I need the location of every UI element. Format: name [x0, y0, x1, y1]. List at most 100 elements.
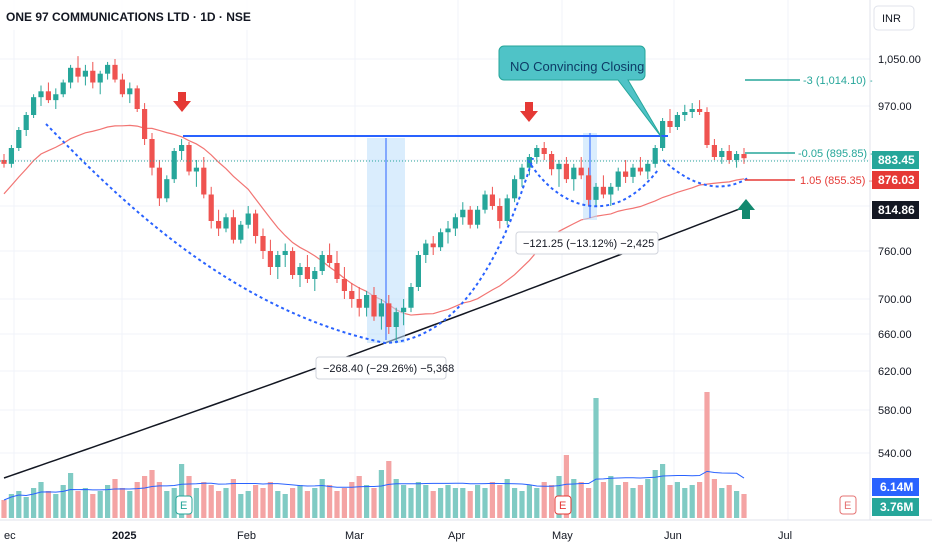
- volume-bar: [327, 485, 333, 518]
- candle-body: [689, 109, 695, 112]
- candle-body: [334, 263, 340, 279]
- volume-bar: [31, 488, 37, 518]
- volume-bar: [667, 485, 673, 518]
- volume-bar: [364, 485, 370, 518]
- candle-body: [90, 70, 96, 83]
- currency-button[interactable]: INR: [873, 5, 915, 31]
- candle-body: [541, 148, 547, 154]
- volume-bar: [615, 485, 621, 518]
- candle-body: [260, 236, 266, 251]
- volume-bar: [386, 461, 392, 518]
- volume-bar: [438, 488, 444, 518]
- candle-body: [53, 94, 59, 101]
- volume-bar: [563, 455, 569, 518]
- volume-bar: [401, 485, 407, 518]
- volume-bar: [253, 485, 259, 518]
- candle-body: [149, 139, 155, 168]
- volume-bar: [719, 488, 725, 518]
- candle-body: [578, 167, 584, 176]
- volume-bar: [275, 491, 281, 518]
- candles: [1, 56, 747, 344]
- candle-body: [423, 243, 429, 255]
- candle-body: [386, 303, 392, 327]
- earnings-badge-3[interactable]: E: [839, 495, 857, 515]
- candle-body: [452, 217, 458, 229]
- volume-bar: [445, 485, 451, 518]
- earnings-badge-1[interactable]: E: [175, 495, 193, 515]
- volume-bar: [1, 500, 7, 518]
- y-tick-label: 700.00: [878, 294, 912, 306]
- candle-body: [45, 91, 51, 101]
- volume-bar: [134, 482, 140, 518]
- price-badge-last: 883.45: [872, 151, 919, 169]
- candle-body: [253, 213, 259, 236]
- svg-text:E: E: [844, 500, 851, 512]
- candle-body: [223, 217, 229, 229]
- candle-body: [741, 154, 747, 159]
- handle-curve-1: [527, 159, 659, 208]
- candle-body: [415, 255, 421, 287]
- volume-bar: [586, 488, 592, 518]
- volume-bar: [90, 494, 96, 518]
- x-tick-label: 2025: [112, 530, 136, 542]
- volume-bar: [53, 494, 59, 518]
- candle-body: [393, 312, 399, 327]
- candle-body: [97, 73, 103, 83]
- price-axis[interactable]: 1,050.00970.00880.00820.00760.00700.0066…: [878, 54, 921, 460]
- y-tick-label: 540.00: [878, 448, 912, 460]
- candle-body: [438, 232, 444, 248]
- volume-bar: [356, 476, 362, 518]
- candle-body: [401, 307, 407, 313]
- candle-body: [364, 295, 370, 308]
- candle-body: [179, 145, 185, 151]
- candle-body: [726, 151, 732, 160]
- x-tick-label: Jun: [664, 530, 682, 542]
- candle-body: [216, 221, 222, 229]
- volume-bar: [467, 491, 473, 518]
- fib-label-2: -0.05 (895.85) -: [798, 148, 874, 160]
- x-tick-label: May: [552, 530, 573, 542]
- volume-bar: [341, 488, 347, 518]
- volume-bar: [489, 482, 495, 518]
- volume-bar: [608, 476, 614, 518]
- volume-bar: [697, 482, 703, 518]
- candle-body: [341, 279, 347, 291]
- candle-body: [615, 171, 621, 187]
- fib-label-1: -3 (1,014.10) -: [803, 75, 873, 87]
- candle-body: [674, 115, 680, 127]
- volume-bar: [637, 485, 643, 518]
- volume-bar: [682, 488, 688, 518]
- volume-bar: [216, 491, 222, 518]
- candle-body: [586, 175, 592, 200]
- y-tick-label: 1,050.00: [878, 54, 921, 66]
- volume-bar: [112, 479, 118, 518]
- volume-bar: [415, 482, 421, 518]
- volume-bar: [504, 479, 510, 518]
- chart-title: ONE 97 COMMUNICATIONS LTD · 1D · NSE: [6, 10, 251, 24]
- candle-body: [704, 112, 710, 145]
- volume-bar: [378, 470, 384, 518]
- volume-bar: [312, 488, 318, 518]
- volume-bar: [164, 491, 170, 518]
- x-tick-label: Apr: [448, 530, 465, 542]
- y-tick-label: 970.00: [878, 101, 912, 113]
- x-tick-label: ec: [4, 530, 16, 542]
- volume-bar: [105, 485, 111, 518]
- volume-bar: [119, 488, 125, 518]
- y-tick-label: 660.00: [878, 329, 912, 341]
- time-axis[interactable]: ec 2025 Feb Mar Apr May Jun Jul: [4, 530, 792, 542]
- volume-bar: [142, 476, 148, 518]
- volume-bar: [512, 488, 518, 518]
- svg-text:876.03: 876.03: [878, 173, 915, 187]
- candle-body: [608, 186, 614, 195]
- callout-text: NO Convincing Closing: [510, 59, 644, 74]
- volume-bar: [82, 488, 88, 518]
- volume-bar: [645, 479, 651, 518]
- grid: [0, 0, 932, 521]
- candle-body: [297, 267, 303, 275]
- volume-ma-path: [3, 470, 745, 501]
- svg-text:883.45: 883.45: [878, 153, 915, 167]
- candle-body: [275, 255, 281, 267]
- volume-bar: [156, 482, 162, 518]
- earnings-badge-2[interactable]: E: [554, 495, 572, 515]
